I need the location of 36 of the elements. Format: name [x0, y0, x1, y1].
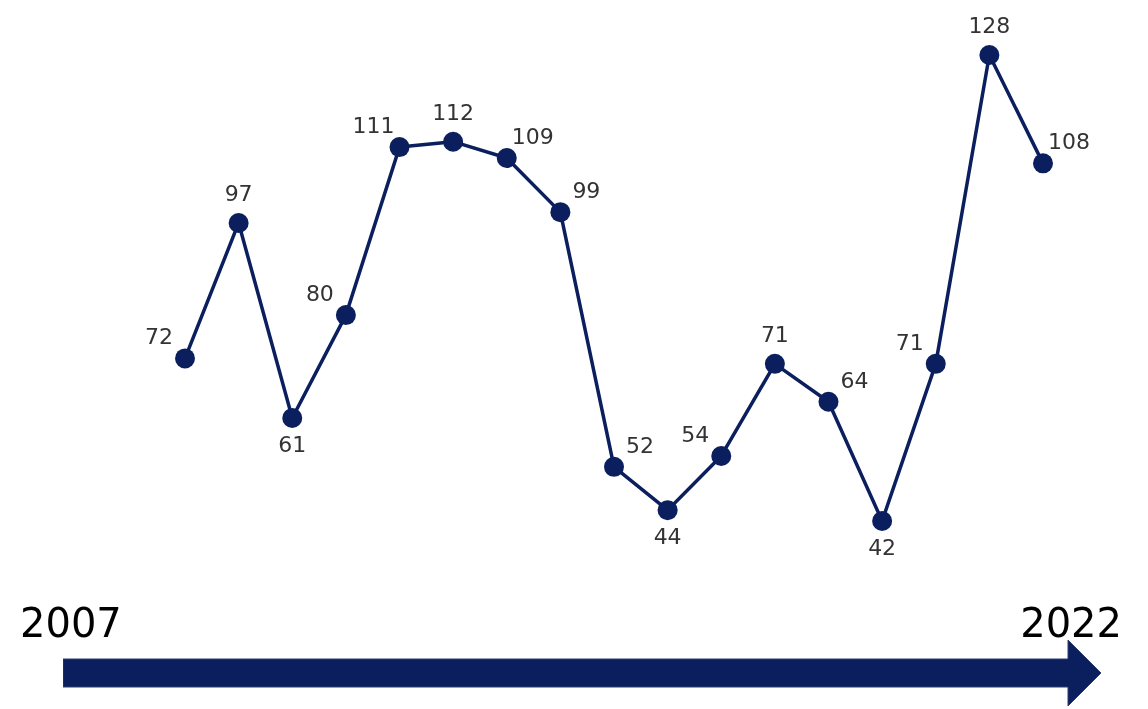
data-label: 128: [968, 13, 1011, 38]
point: [443, 131, 464, 152]
data-label: 42: [868, 535, 897, 560]
text: 2007: [20, 600, 122, 646]
point: [657, 500, 678, 521]
data-label: 64: [840, 367, 869, 393]
point: [228, 212, 249, 233]
data-label: 99: [572, 178, 601, 204]
data-label: 71: [760, 321, 789, 347]
point: [764, 353, 785, 374]
point: [1033, 153, 1053, 174]
point: [282, 408, 303, 429]
point: [496, 147, 517, 168]
data-label: 109: [511, 123, 554, 149]
point: [925, 353, 946, 374]
data-label: 80: [305, 281, 334, 307]
data-label: 71: [895, 329, 924, 355]
point: [604, 456, 624, 477]
point: [711, 445, 732, 466]
data-label: 61: [278, 432, 307, 458]
data-label: 112: [432, 99, 475, 125]
text: 2022: [1020, 600, 1122, 646]
data-label: 52: [626, 432, 654, 458]
data-label: 72: [145, 324, 173, 350]
data-label: 111: [352, 113, 395, 139]
point: [818, 391, 839, 412]
point: [979, 45, 1000, 65]
data-label: 54: [681, 421, 710, 447]
point: [550, 202, 571, 223]
data-label: 108: [1048, 129, 1090, 155]
data-label: 44: [653, 524, 682, 550]
point: [335, 305, 356, 326]
point: [389, 137, 410, 158]
point: [175, 348, 195, 369]
data-label: 97: [224, 180, 253, 206]
point: [872, 511, 893, 531]
